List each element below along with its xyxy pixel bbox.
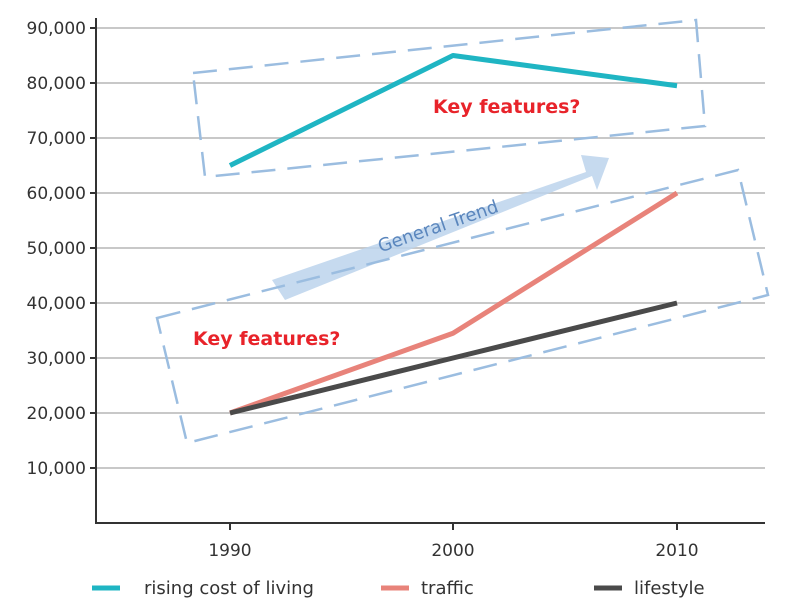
series-line-rising-cost-of-living (228, 53, 678, 168)
gridlines (96, 27, 765, 469)
series-line-lifestyle (229, 300, 678, 416)
key-feature-callout-bottom: Key features? (193, 328, 340, 350)
key-feature-box-top (191, 18, 707, 179)
y-tick-label: 80,000 (27, 74, 86, 94)
series-lines (228, 53, 679, 416)
x-tick-label: 2010 (655, 541, 698, 561)
y-tick-label: 90,000 (27, 19, 86, 39)
y-tick-label: 60,000 (27, 184, 86, 204)
y-tick-label: 20,000 (27, 404, 86, 424)
y-tick-label: 30,000 (27, 349, 86, 369)
y-tick-label: 50,000 (27, 239, 86, 259)
x-tick-label: 2000 (431, 541, 474, 561)
legend-label: lifestyle (634, 578, 705, 599)
general-trend-arrow: General Trend (272, 155, 609, 300)
series-line-traffic (229, 190, 679, 416)
legend: rising cost of living traffic lifestyle (92, 578, 705, 599)
y-tick-label: 70,000 (27, 129, 86, 149)
legend-label: rising cost of living (144, 578, 314, 599)
key-feature-box-bottom (155, 168, 770, 445)
y-tick-label: 10,000 (27, 459, 86, 479)
y-tick-label: 40,000 (27, 294, 86, 314)
key-feature-callout-top: Key features? (433, 96, 580, 118)
legend-label: traffic (421, 578, 474, 599)
x-tick-label: 1990 (208, 541, 251, 561)
y-axis-ticks: 10,000 20,000 30,000 40,000 50,000 60,000 70,0… (27, 19, 96, 479)
x-axis-ticks: 1990 2000 2010 (208, 523, 699, 561)
